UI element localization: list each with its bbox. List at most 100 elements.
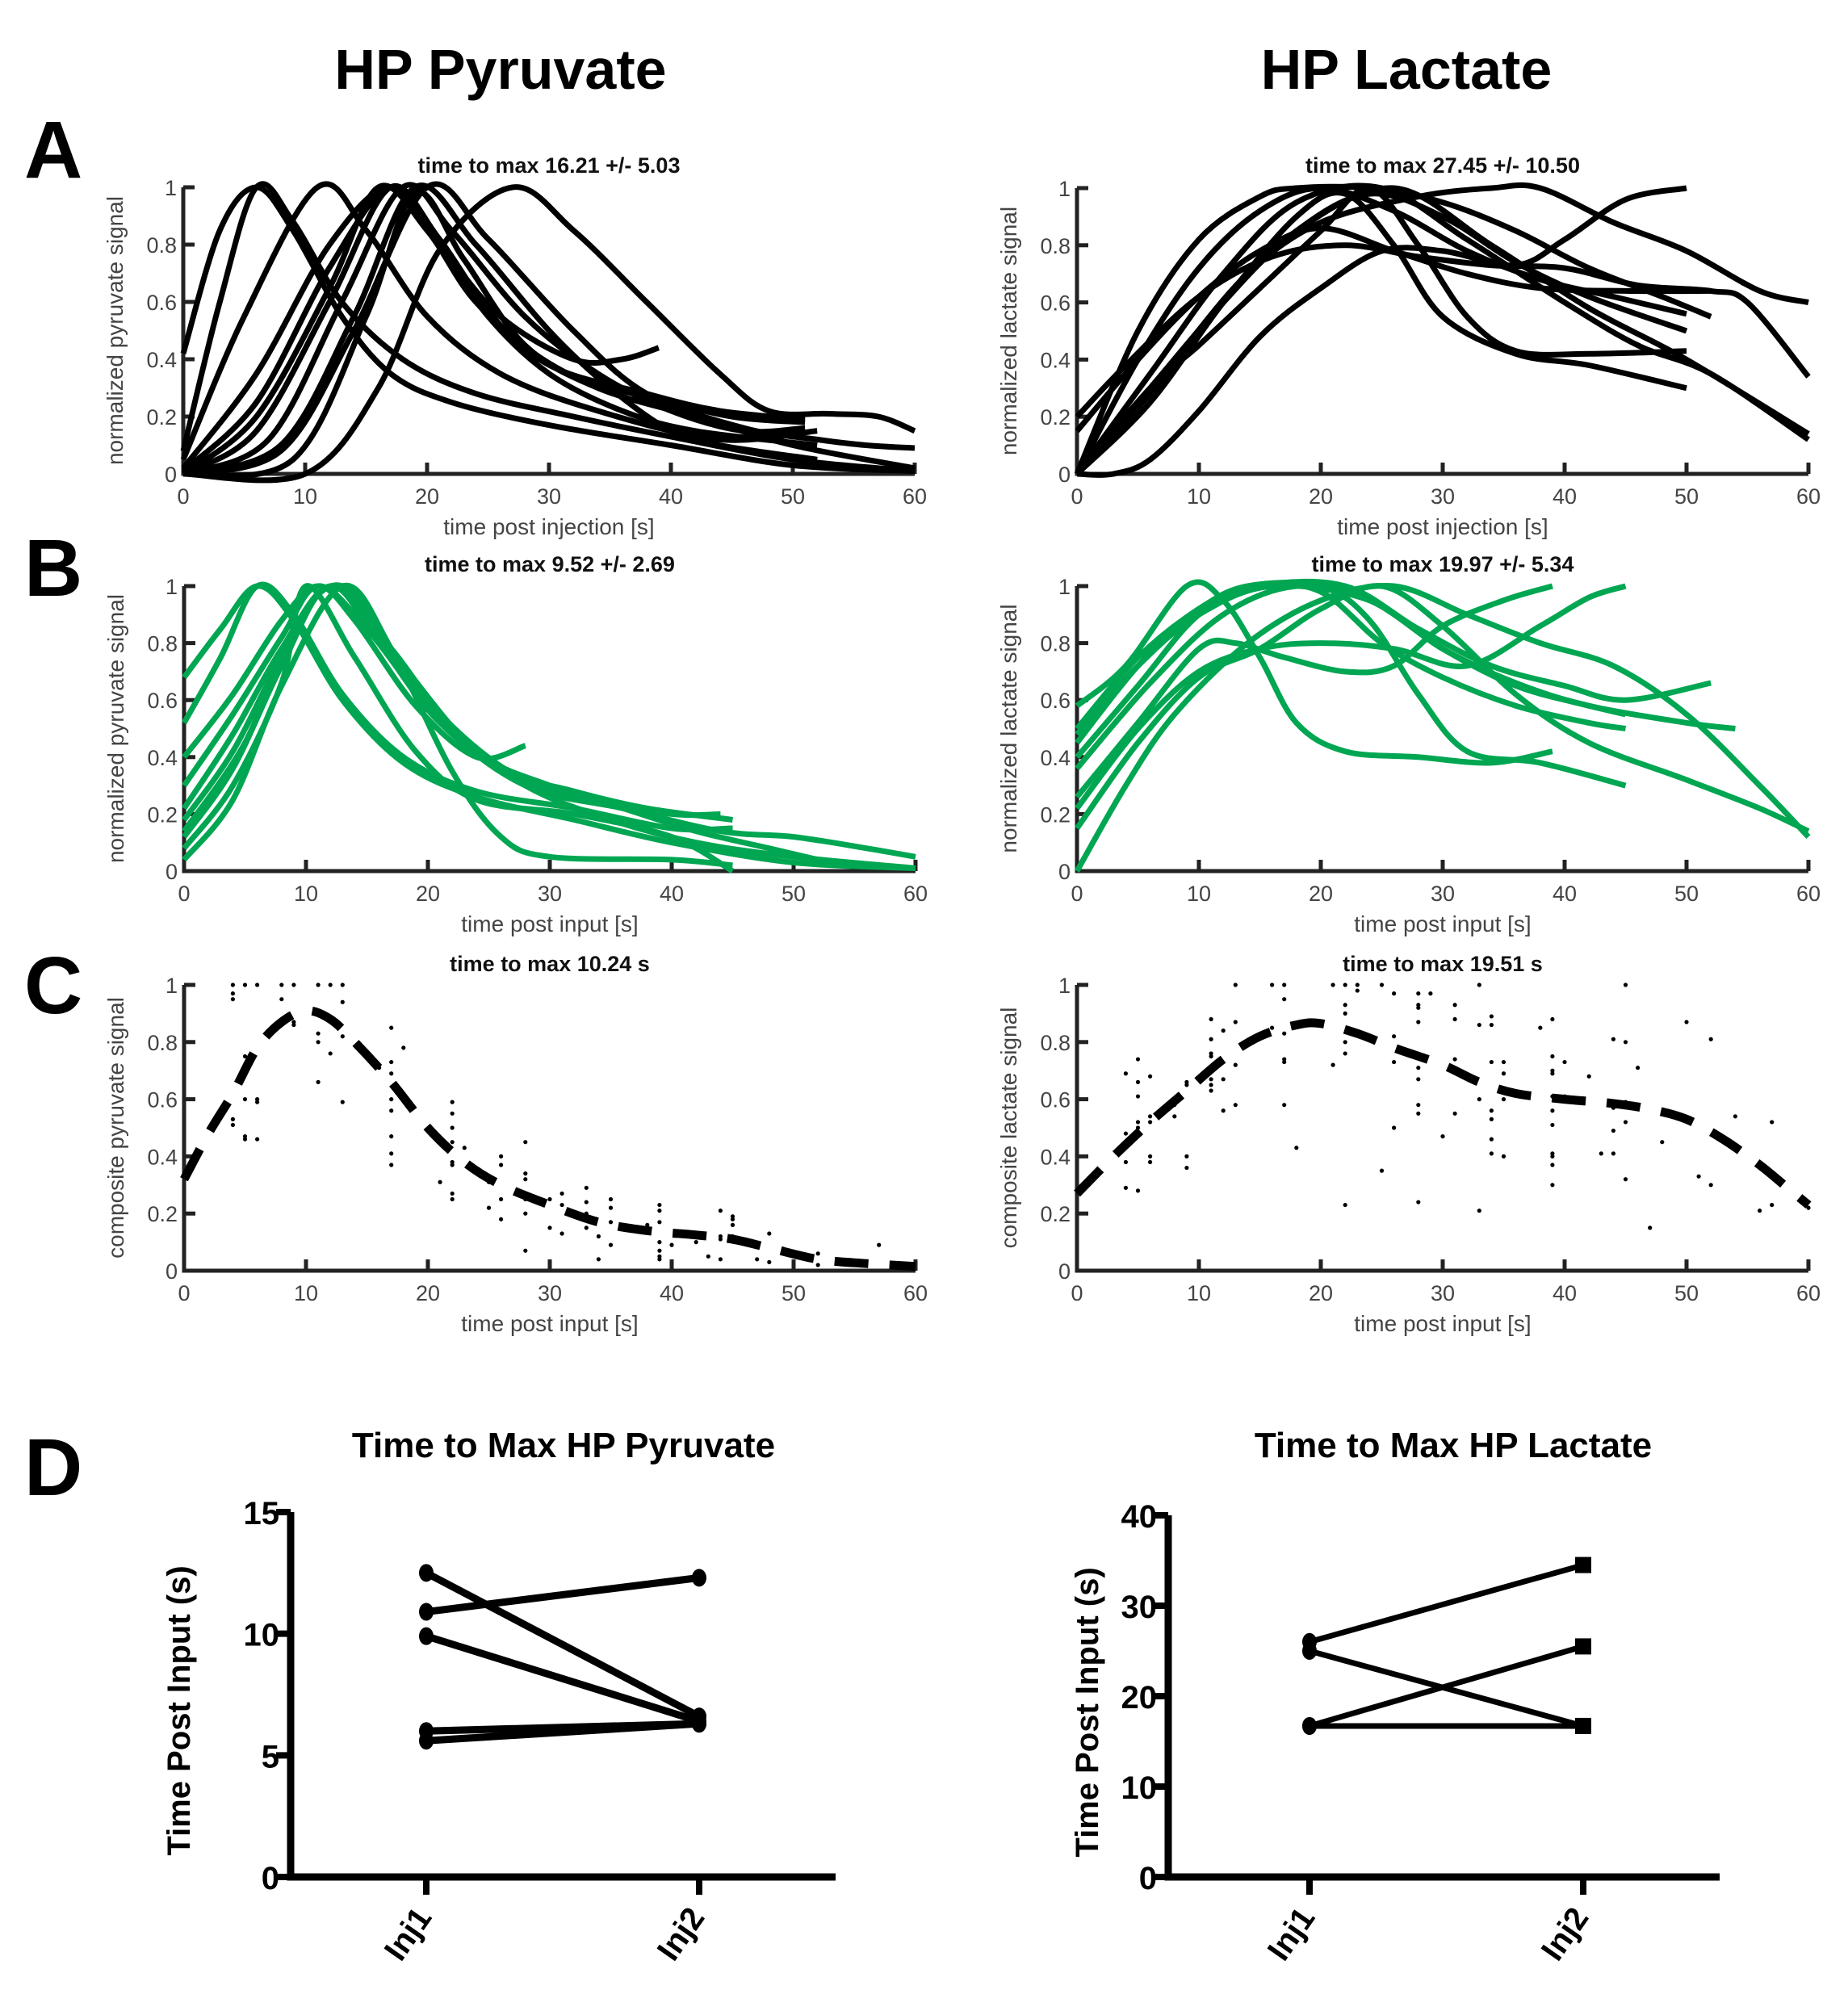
marker-inj2 [1575, 1638, 1591, 1655]
y-tick-label: 0.6 [146, 291, 177, 315]
data-point [1221, 1108, 1226, 1113]
y-tick-label: 10 [1121, 1770, 1158, 1806]
axis-lines [1075, 985, 1808, 1273]
data-point [242, 1054, 248, 1059]
data-point [1489, 1137, 1494, 1142]
chart-title: time to max 19.97 +/- 5.34 [1312, 552, 1574, 576]
data-point [1416, 1200, 1421, 1204]
y-tick-label: 0 [166, 860, 178, 884]
y-tick-label: 1 [166, 974, 178, 998]
data-point [1586, 1074, 1591, 1079]
y-tick-label: 0.4 [1040, 746, 1071, 770]
data-point [1209, 1037, 1213, 1041]
data-point [1379, 1168, 1385, 1173]
series-line-subject-6 [1075, 583, 1627, 811]
data-point [1477, 982, 1481, 987]
data-point [767, 1259, 772, 1264]
data-point [608, 1196, 614, 1202]
panel-letter-a: A [24, 105, 82, 195]
marker-inj2 [1575, 1556, 1591, 1573]
data-point [1392, 991, 1397, 996]
y-tick-label: 0.4 [146, 348, 177, 372]
marker-inj2 [692, 1715, 706, 1733]
marker-inj2 [1575, 1717, 1591, 1734]
data-point [1452, 1057, 1457, 1062]
data-point [1343, 1040, 1347, 1045]
x-tick-label: 60 [903, 484, 927, 509]
panel-letter-b: B [24, 523, 82, 614]
marker-inj1 [419, 1627, 434, 1645]
y-tick-label: 15 [244, 1496, 280, 1531]
marker-inj1 [419, 1732, 434, 1750]
chart-D-pyruvate: Time to Max HP Pyruvate 0 5 10 15 Inj1 Inj2 Tim… [161, 1426, 836, 1967]
data-point [657, 1220, 662, 1225]
data-point [1135, 1188, 1141, 1193]
data-point [242, 982, 248, 987]
x-tick-label: 0 [1071, 882, 1083, 906]
y-tick-label: 30 [1121, 1590, 1158, 1625]
y-tick-label: 0.6 [1040, 291, 1071, 316]
data-point [1135, 1079, 1141, 1084]
data-point [1623, 982, 1628, 987]
data-point [1233, 1062, 1238, 1067]
data-point [1550, 1154, 1555, 1158]
series-line-subject-1 [1075, 579, 1553, 766]
x-tick-label: 40 [1553, 484, 1577, 509]
y-tick-label: 1 [166, 575, 178, 599]
data-point [1123, 1131, 1128, 1136]
data-point [255, 982, 260, 987]
data-point [596, 1234, 601, 1239]
data-point [1501, 1071, 1506, 1076]
data-point [1550, 1122, 1555, 1128]
data-point [1770, 1120, 1775, 1125]
data-point [499, 1154, 504, 1158]
axis-lines [287, 1512, 836, 1881]
series-line-subject-5 [1076, 185, 1687, 478]
x-tick-label: 60 [903, 1281, 928, 1305]
y-tick-label: 0 [1058, 463, 1071, 487]
x-tick-label: 10 [293, 484, 317, 509]
y-tick-label: 0 [1058, 1259, 1071, 1284]
x-tick-label: 30 [538, 1281, 562, 1305]
x-tick-label-inj2: Inj2 [651, 1901, 712, 1967]
data-point [1452, 1016, 1457, 1022]
y-tick-label: 0.8 [1040, 1031, 1071, 1055]
data-point [316, 1031, 321, 1036]
data-point [1282, 997, 1287, 1002]
x-tick-label: 60 [1796, 882, 1821, 906]
x-tick-label: 60 [1796, 484, 1821, 509]
data-point [755, 1257, 760, 1262]
data-point [389, 1059, 394, 1065]
chart-A-lactate: time to max 27.45 +/- 10.500 10 20 30 40 50 60… [996, 153, 1821, 539]
data-point [1233, 1020, 1238, 1024]
data-point [340, 982, 345, 987]
x-tick-label: 30 [537, 484, 561, 509]
data-point [1489, 1014, 1494, 1019]
x-tick-label: 30 [1431, 484, 1455, 509]
x-tick-label: 60 [1796, 1281, 1821, 1305]
pair-line-pair-3 [425, 1632, 701, 1725]
data-point [1282, 982, 1287, 987]
axis-lines [1075, 188, 1808, 476]
data-point [291, 1022, 296, 1028]
data-point [1770, 1202, 1775, 1208]
y-tick-label: 0 [1139, 1861, 1157, 1896]
y-tick-label: 0.2 [1040, 405, 1071, 429]
series-line-subject-11 [182, 184, 916, 484]
data-point [1550, 1108, 1555, 1113]
y-tick-label: 1 [165, 176, 177, 200]
data-point [1806, 1205, 1811, 1210]
y-tick-label: 1 [1058, 575, 1071, 599]
data-point [1123, 1185, 1128, 1190]
y-tick-label: 0 [165, 463, 177, 487]
data-point [608, 1220, 614, 1225]
data-point [1648, 1225, 1653, 1230]
y-tick-label: 10 [244, 1618, 280, 1653]
series-line-subject-3 [1075, 242, 1811, 419]
y-tick-label: 1 [1058, 177, 1071, 201]
x-tick-label: 10 [1187, 1281, 1211, 1305]
data-point [328, 1051, 333, 1056]
chart-A-pyruvate: time to max 16.21 +/- 5.030 10 20 30 40 50 600… [103, 153, 927, 539]
x-tick-label: 10 [1187, 484, 1211, 509]
